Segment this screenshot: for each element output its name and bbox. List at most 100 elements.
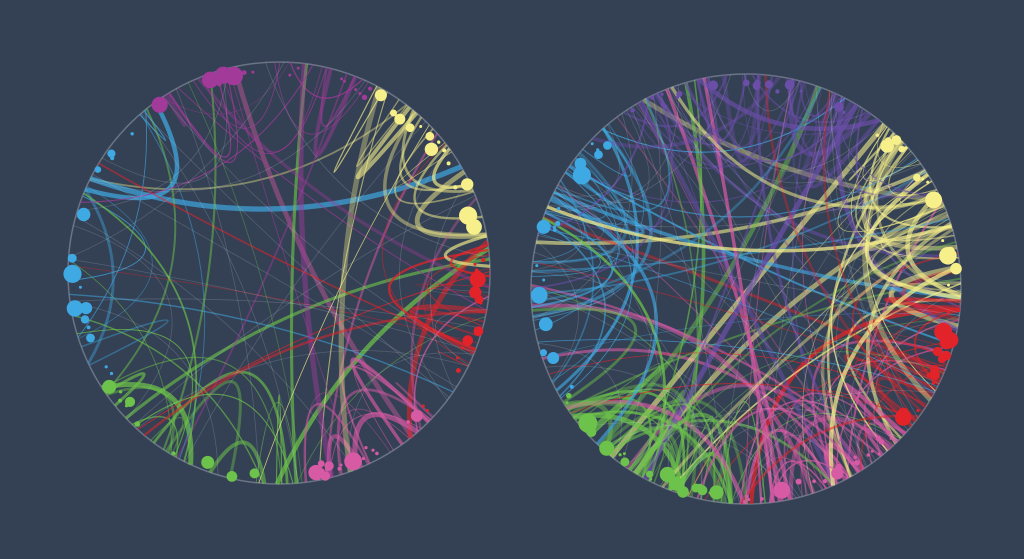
network-node — [134, 421, 141, 427]
network-node — [886, 430, 891, 435]
edge-layer — [530, 73, 962, 505]
network-node — [118, 398, 123, 403]
network-node — [86, 325, 91, 330]
network-node — [795, 478, 802, 485]
network-node — [361, 456, 365, 461]
network-edge — [670, 86, 942, 210]
network-edge — [661, 227, 954, 489]
network-node — [340, 77, 344, 81]
network-edge — [646, 80, 801, 481]
network-node — [421, 404, 425, 408]
network-edge — [89, 164, 463, 212]
network-node — [241, 70, 247, 75]
network-node — [317, 460, 325, 468]
network-node — [618, 453, 622, 457]
network-edge — [881, 168, 927, 200]
network-edge — [69, 293, 454, 393]
network-node — [473, 326, 484, 336]
network-node — [822, 479, 828, 484]
network-edge — [581, 422, 798, 499]
network-node — [67, 253, 77, 263]
network-node — [86, 333, 95, 343]
network-node — [94, 166, 102, 173]
network-edge — [192, 61, 281, 129]
network-node — [926, 372, 932, 378]
network-node — [937, 354, 947, 364]
network-edge — [884, 297, 961, 312]
network-node — [80, 302, 93, 315]
network-edge — [571, 163, 873, 464]
network-edge — [553, 190, 961, 300]
network-edge — [395, 381, 434, 419]
network-edge — [848, 132, 895, 181]
network-node — [812, 479, 816, 484]
network-edge — [81, 319, 169, 366]
network-edge — [630, 107, 727, 504]
network-edge — [888, 147, 937, 197]
network-node — [538, 317, 553, 332]
network-edge — [582, 128, 632, 177]
network-edge — [864, 174, 945, 230]
network-edge — [133, 393, 294, 484]
network-edge — [415, 283, 490, 296]
network-edge — [196, 77, 491, 289]
network-edge — [731, 314, 960, 504]
network-edge — [553, 124, 620, 197]
network-node — [566, 392, 572, 399]
network-node — [834, 102, 844, 112]
network-node — [950, 262, 962, 275]
network-node — [474, 268, 479, 273]
network-node — [104, 365, 108, 369]
network-edge — [545, 74, 731, 213]
network-node — [342, 79, 346, 83]
network-edge — [759, 434, 849, 504]
network-node — [708, 80, 719, 91]
network-node — [130, 132, 134, 136]
network-edge — [274, 61, 369, 135]
network-edge — [635, 104, 909, 431]
network-edge — [435, 309, 487, 366]
network-node — [375, 451, 379, 456]
network-node — [753, 83, 760, 90]
network-edge — [633, 412, 733, 504]
network-edge — [569, 164, 954, 346]
network-edge — [124, 257, 490, 420]
network-node — [481, 257, 486, 263]
network-node — [878, 439, 885, 445]
network-node — [324, 461, 334, 471]
network-edge — [601, 97, 846, 153]
network-edge — [289, 62, 364, 99]
network-edge — [336, 388, 432, 475]
network-node — [941, 239, 945, 243]
network-node — [78, 285, 82, 289]
network-edge — [545, 157, 625, 226]
network-edge — [70, 302, 219, 476]
network-edge — [864, 172, 962, 300]
network-edge — [77, 68, 229, 212]
network-node — [151, 96, 168, 113]
network-node — [713, 490, 716, 494]
network-edge — [644, 98, 699, 494]
network-edge — [669, 282, 962, 491]
network-edge — [547, 84, 679, 208]
network-node — [946, 310, 950, 314]
network-edge — [677, 208, 946, 494]
network-edge — [265, 62, 490, 258]
network-node — [368, 86, 373, 91]
network-edge — [696, 75, 774, 169]
network-edge — [739, 399, 889, 504]
network-edge — [329, 413, 422, 478]
network-node — [630, 108, 635, 113]
network-edge — [664, 89, 906, 184]
network-edge — [646, 77, 710, 149]
network-edge — [855, 359, 937, 427]
network-node — [697, 485, 708, 496]
network-edge — [175, 88, 260, 484]
network-edge — [656, 93, 796, 499]
network-edge — [84, 188, 115, 365]
network-edge — [536, 183, 604, 243]
network-edge — [863, 319, 959, 464]
network-node — [685, 491, 690, 495]
network-edge — [783, 392, 899, 500]
network-edge — [636, 80, 703, 475]
